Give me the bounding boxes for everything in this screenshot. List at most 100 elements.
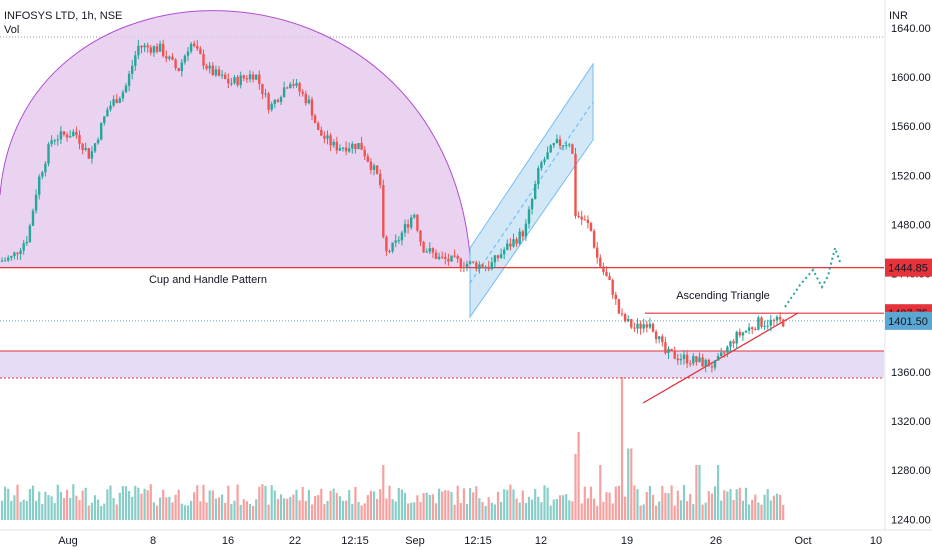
volume-bar: [642, 504, 645, 520]
candle: [90, 151, 94, 159]
volume-bar: [301, 486, 304, 520]
volume-bar: [636, 489, 639, 520]
volume-bar: [227, 485, 230, 520]
candle: [338, 148, 342, 151]
cup-fill: [0, 10, 470, 268]
candle: [459, 258, 462, 267]
volume-bar: [720, 500, 723, 520]
candle: [534, 184, 537, 200]
candle: [50, 140, 53, 145]
candle: [270, 103, 273, 110]
candle: [155, 46, 159, 52]
volume-bar: [562, 495, 565, 520]
candle: [735, 331, 738, 344]
volume-bar: [31, 485, 35, 520]
candle: [515, 239, 518, 244]
volume-bar: [286, 498, 289, 520]
volume-bar: [472, 492, 475, 520]
volume-bar: [689, 493, 692, 520]
candle: [112, 99, 115, 106]
candle: [620, 313, 624, 315]
volume-bar: [735, 489, 738, 520]
y-tick-label: 1560.00: [891, 121, 931, 133]
candle: [193, 43, 196, 46]
candle: [751, 327, 754, 329]
candle: [419, 230, 422, 242]
candle: [44, 163, 47, 173]
candle: [16, 252, 19, 255]
volume-bar: [605, 492, 608, 520]
candle: [472, 261, 475, 263]
candle: [692, 356, 695, 364]
volume-bar: [211, 490, 214, 520]
candle: [490, 262, 493, 270]
volume-bar: [372, 491, 376, 520]
candle: [713, 360, 717, 368]
volume-bar: [276, 498, 279, 520]
candle: [106, 109, 109, 117]
volume-bar: [704, 502, 707, 520]
candle: [196, 45, 199, 49]
volume-bar: [13, 495, 16, 520]
volume-bar: [248, 503, 252, 520]
volume-bar: [292, 494, 295, 520]
y-tick-label: 1360.00: [891, 367, 931, 379]
volume-bar: [416, 495, 419, 520]
volume-bars: [0, 377, 785, 520]
candle: [59, 131, 63, 140]
candle: [357, 143, 360, 150]
candle: [165, 56, 168, 59]
volume-bar: [252, 505, 255, 520]
volume-bar: [323, 504, 326, 520]
volume-bar: [555, 499, 558, 520]
candle: [369, 161, 373, 170]
candle: [224, 74, 227, 79]
volume-bar: [382, 465, 385, 520]
candle: [118, 98, 121, 103]
volume-bar: [738, 487, 741, 520]
x-tick-label: 22: [289, 535, 301, 547]
candle: [158, 43, 162, 52]
candle: [682, 354, 686, 359]
candle: [782, 319, 785, 327]
price-tag-bg: [885, 258, 932, 277]
volume-bar: [143, 488, 146, 520]
volume-bar: [586, 498, 589, 520]
volume-bar: [44, 491, 47, 520]
volume-bar: [298, 500, 301, 520]
candle: [769, 319, 772, 326]
volume-bar: [351, 503, 354, 520]
candle: [568, 144, 571, 146]
candle: [627, 319, 630, 322]
candle: [3, 260, 7, 262]
chart-title: INFOSYS LTD, 1h, NSE: [4, 10, 123, 22]
candle: [661, 336, 664, 343]
candle: [124, 85, 128, 93]
volume-bar: [242, 499, 245, 520]
candle: [295, 83, 298, 86]
volume-bar: [766, 489, 769, 520]
volume-bar: [391, 499, 394, 520]
volume-bar: [289, 496, 292, 520]
candle: [456, 256, 459, 259]
candle: [679, 358, 683, 361]
candle: [127, 73, 131, 86]
candle: [639, 323, 642, 329]
candle: [574, 153, 577, 217]
y-tick-label: 1280.00: [891, 465, 931, 477]
volume-bar: [763, 494, 766, 520]
candle: [75, 131, 78, 136]
volume-bar: [552, 499, 555, 520]
support-zone: [0, 350, 884, 378]
volume-bar: [549, 505, 552, 520]
y-tick-label: 1600.00: [891, 72, 931, 84]
volume-bar: [363, 503, 366, 520]
volume-bar: [124, 486, 128, 520]
volume-bar: [255, 499, 258, 520]
volume-bar: [338, 496, 341, 520]
volume-bar: [7, 488, 10, 520]
x-tick-label: 12: [535, 535, 547, 547]
volume-bar: [574, 454, 577, 520]
volume-bar: [56, 484, 59, 520]
volume-bar: [25, 500, 28, 520]
